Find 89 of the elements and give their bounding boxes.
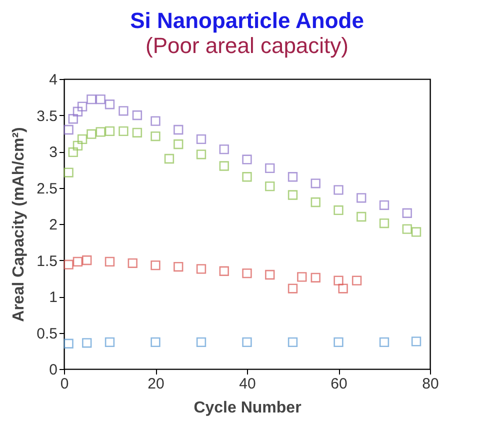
point bbox=[96, 94, 106, 104]
point bbox=[150, 116, 160, 126]
point bbox=[352, 276, 362, 286]
point bbox=[242, 172, 252, 182]
x-axis-title: Cycle Number bbox=[194, 400, 302, 416]
point bbox=[132, 110, 142, 120]
point bbox=[72, 140, 83, 151]
point bbox=[82, 338, 92, 348]
point bbox=[219, 161, 229, 171]
point bbox=[104, 100, 115, 110]
y-tick-label: 2 bbox=[49, 216, 58, 234]
point bbox=[219, 266, 229, 276]
point bbox=[64, 168, 74, 178]
point bbox=[402, 224, 412, 234]
point bbox=[150, 337, 160, 348]
point bbox=[196, 337, 206, 348]
point bbox=[219, 144, 229, 154]
y-tick-label: 1 bbox=[49, 289, 58, 306]
x-tick-label: 80 bbox=[422, 376, 439, 392]
point bbox=[68, 114, 78, 124]
point bbox=[150, 131, 160, 142]
point bbox=[77, 134, 88, 144]
point bbox=[265, 163, 275, 174]
point bbox=[402, 208, 412, 218]
point bbox=[104, 337, 115, 348]
y-tick-label: 2.5 bbox=[36, 180, 58, 198]
point bbox=[334, 276, 344, 286]
point bbox=[288, 284, 298, 294]
point bbox=[379, 200, 390, 210]
point bbox=[411, 336, 422, 346]
point bbox=[338, 284, 348, 294]
point bbox=[174, 139, 184, 150]
y-tick-label: 3.5 bbox=[36, 108, 58, 125]
point bbox=[310, 272, 320, 282]
point bbox=[72, 106, 83, 116]
point bbox=[64, 260, 74, 270]
point bbox=[310, 178, 320, 188]
point bbox=[174, 124, 184, 135]
point bbox=[196, 150, 206, 160]
point bbox=[297, 272, 307, 282]
point bbox=[334, 205, 344, 216]
point bbox=[310, 197, 320, 208]
y-tick-label: 4 bbox=[49, 72, 58, 88]
point bbox=[334, 185, 344, 195]
point bbox=[64, 124, 74, 135]
x-tick-label: 0 bbox=[60, 376, 69, 392]
point bbox=[242, 268, 252, 278]
y-tick-label: 0.5 bbox=[36, 325, 58, 342]
point bbox=[82, 255, 92, 266]
point bbox=[265, 181, 275, 192]
point bbox=[104, 256, 115, 267]
y-axis-title: Areal Capacity (mAh/cm²) bbox=[10, 127, 28, 322]
point bbox=[242, 154, 252, 164]
point bbox=[128, 258, 138, 268]
point bbox=[132, 128, 142, 138]
point bbox=[72, 256, 83, 267]
point bbox=[150, 260, 160, 270]
point bbox=[288, 190, 298, 200]
point bbox=[356, 193, 366, 203]
point bbox=[77, 102, 88, 112]
point bbox=[118, 126, 128, 136]
point bbox=[96, 127, 106, 137]
point bbox=[118, 106, 128, 116]
point bbox=[196, 134, 206, 144]
point bbox=[64, 338, 74, 348]
point bbox=[242, 337, 252, 348]
point bbox=[68, 147, 78, 158]
point bbox=[86, 94, 96, 104]
x-tick-label: 40 bbox=[239, 376, 256, 392]
y-tick-label: 1.5 bbox=[36, 252, 58, 270]
chart-subtitle: (Poor areal capacity) bbox=[146, 33, 348, 58]
y-tick-label: 0 bbox=[49, 362, 58, 378]
point bbox=[164, 154, 174, 164]
x-tick-label: 20 bbox=[148, 376, 164, 392]
point bbox=[334, 337, 344, 348]
point bbox=[356, 212, 366, 222]
point bbox=[196, 264, 206, 274]
chart-title: Si Nanoparticle Anode bbox=[130, 8, 364, 33]
point bbox=[379, 218, 390, 228]
point bbox=[86, 129, 96, 139]
point bbox=[288, 337, 298, 348]
point bbox=[265, 270, 275, 280]
point bbox=[288, 172, 298, 182]
point bbox=[379, 337, 390, 348]
point bbox=[104, 126, 115, 136]
point bbox=[411, 227, 422, 237]
point bbox=[174, 262, 184, 272]
y-tick-label: 3 bbox=[49, 144, 58, 161]
x-tick-label: 60 bbox=[330, 376, 348, 392]
